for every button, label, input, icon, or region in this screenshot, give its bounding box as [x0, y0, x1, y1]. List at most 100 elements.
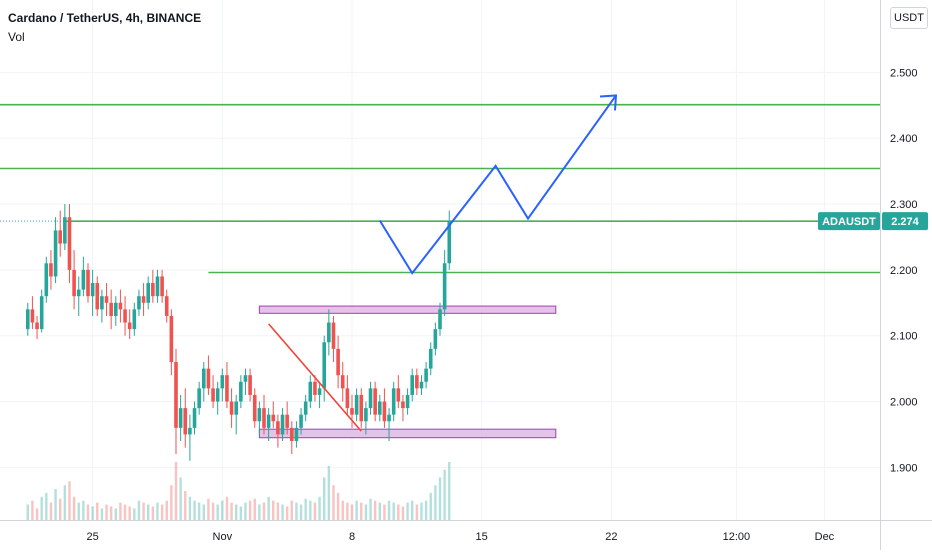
- y-tick-label: 2.000: [890, 397, 918, 409]
- candle-body: [401, 401, 405, 409]
- volume-bar: [239, 506, 243, 520]
- candle-body: [44, 263, 49, 297]
- volume-bar: [415, 504, 419, 520]
- candle-body: [151, 283, 155, 297]
- volume-bar: [295, 502, 298, 520]
- volume-bar: [188, 496, 192, 520]
- candle-body: [368, 388, 373, 409]
- candle-body: [95, 283, 100, 310]
- candle-body: [58, 230, 63, 244]
- volume-bar: [364, 504, 368, 520]
- candle-body: [211, 388, 215, 402]
- volume-bar: [309, 500, 312, 520]
- candle-body: [109, 302, 113, 316]
- volume-bar: [165, 500, 168, 520]
- trendline: [268, 323, 362, 432]
- candle-body: [197, 388, 201, 409]
- volume-bar: [31, 500, 34, 520]
- candle-body: [174, 362, 178, 428]
- candle-body: [396, 388, 401, 402]
- zone-rectangle: [258, 305, 557, 314]
- volume-bar: [49, 502, 53, 520]
- price-tag-value-bg: [882, 212, 928, 231]
- y-tick-label: 1.900: [890, 462, 918, 474]
- candle-body: [252, 394, 257, 422]
- candle-body: [313, 381, 317, 395]
- volume-bar: [119, 502, 122, 520]
- candle-body: [39, 296, 44, 330]
- candle-body: [53, 230, 58, 277]
- volume-bar: [147, 504, 150, 520]
- candle-body: [160, 276, 164, 297]
- candle-body: [336, 348, 340, 376]
- candle-body: [280, 414, 285, 435]
- volume-bar: [202, 504, 205, 520]
- volume-bar: [91, 506, 94, 520]
- volume-bar: [429, 492, 432, 520]
- volume-bar: [235, 504, 238, 520]
- volume-bar: [304, 498, 307, 520]
- volume-bar: [170, 485, 173, 520]
- candle-body: [239, 381, 243, 402]
- candle-body: [377, 401, 382, 415]
- volume-bar: [369, 498, 372, 520]
- candle-body: [234, 401, 239, 415]
- y-tick-label: 2.500: [890, 67, 918, 79]
- x-tick-label: Nov: [213, 531, 233, 543]
- volume-bar: [434, 485, 437, 520]
- volume-bar: [77, 502, 80, 520]
- volume-bar: [355, 500, 358, 520]
- candle-body: [391, 388, 396, 415]
- volume-bar: [137, 500, 141, 520]
- x-tick-label: 25: [87, 531, 99, 543]
- candle-body: [276, 421, 280, 435]
- volume-bar: [438, 477, 442, 520]
- x-tick-label: Dec: [815, 531, 835, 543]
- candle-body: [354, 394, 359, 415]
- volume-bar: [221, 500, 224, 520]
- volume-bar: [100, 508, 104, 520]
- volume-bar: [383, 504, 386, 520]
- volume-bar: [276, 502, 280, 520]
- y-tick-label: 2.100: [890, 331, 918, 343]
- candle-body: [308, 381, 313, 402]
- volume-bar: [207, 498, 210, 520]
- y-tick-label: 2.300: [890, 199, 918, 211]
- volume-bar: [156, 502, 159, 520]
- volume-bar: [68, 481, 71, 520]
- volume-bar: [54, 489, 57, 520]
- candle-body: [447, 221, 452, 264]
- candle-body: [141, 296, 146, 303]
- candle-body: [285, 414, 289, 428]
- volume-bar: [179, 477, 182, 520]
- candle-body: [72, 269, 76, 297]
- volume-bar: [336, 492, 340, 520]
- volume-bar: [272, 500, 275, 520]
- candle-body: [104, 296, 109, 303]
- candle-body: [169, 315, 174, 363]
- candle-body: [419, 381, 424, 389]
- candle-body: [331, 322, 336, 349]
- volume-bar: [40, 496, 43, 520]
- volume-bar: [128, 506, 131, 520]
- volume-bar: [253, 498, 256, 520]
- currency-badge[interactable]: USDT: [890, 7, 928, 29]
- candle-body: [220, 375, 225, 389]
- volume-bar: [211, 502, 215, 520]
- candle-body: [183, 408, 188, 435]
- candle-body: [164, 296, 169, 316]
- volume-bar: [82, 500, 85, 520]
- candle-body: [405, 394, 410, 409]
- volume-bar: [174, 462, 178, 520]
- candle-body: [340, 375, 345, 389]
- candle-body: [35, 322, 39, 330]
- volume-bar: [225, 496, 229, 520]
- candle-body: [410, 375, 415, 395]
- candle-body: [25, 309, 30, 330]
- volume-bar: [63, 485, 67, 520]
- volume-bar: [346, 502, 349, 520]
- candle-body: [49, 263, 53, 277]
- volume-bar: [114, 508, 117, 520]
